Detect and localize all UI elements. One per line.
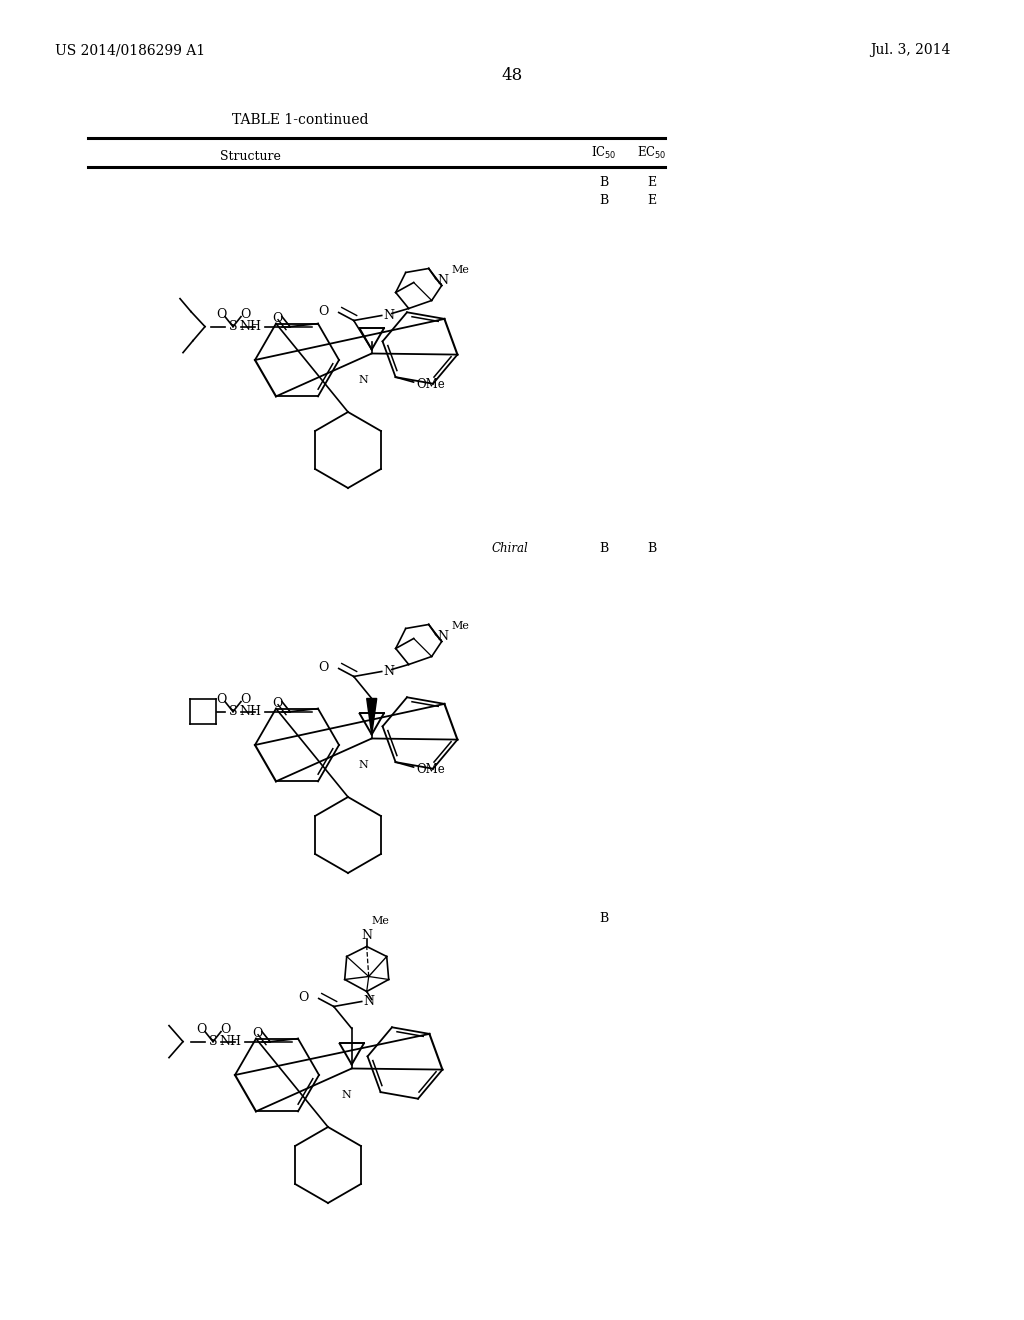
Text: N: N [384, 665, 394, 678]
Text: Structure: Structure [219, 150, 281, 164]
Text: 48: 48 [502, 66, 522, 83]
Text: TABLE 1-continued: TABLE 1-continued [231, 114, 369, 127]
Text: EC$_{50}$: EC$_{50}$ [637, 145, 667, 161]
Text: NH: NH [239, 321, 261, 333]
Text: NH: NH [239, 705, 261, 718]
Text: O: O [271, 312, 283, 325]
Text: Me: Me [452, 265, 470, 276]
Text: O: O [196, 1023, 206, 1036]
Text: US 2014/0186299 A1: US 2014/0186299 A1 [55, 44, 205, 57]
Text: O: O [240, 308, 250, 321]
Text: Me: Me [452, 622, 470, 631]
Text: Jul. 3, 2014: Jul. 3, 2014 [870, 44, 950, 57]
Text: IC$_{50}$: IC$_{50}$ [591, 145, 616, 161]
Text: O: O [318, 661, 329, 675]
Text: O: O [299, 991, 309, 1005]
Text: NH: NH [219, 1035, 241, 1048]
Text: O: O [271, 697, 283, 710]
Text: O: O [216, 693, 226, 706]
Text: B: B [599, 912, 608, 924]
Text: E: E [647, 176, 656, 189]
Text: N: N [437, 275, 449, 286]
Text: S: S [228, 321, 238, 333]
Text: O: O [318, 305, 329, 318]
Text: OMe: OMe [417, 763, 445, 776]
Text: N: N [341, 1090, 351, 1101]
Text: O: O [240, 693, 250, 706]
Text: O: O [220, 1023, 230, 1036]
Text: N: N [437, 630, 449, 643]
Text: B: B [647, 541, 656, 554]
Text: N: N [358, 760, 369, 771]
Text: B: B [599, 194, 608, 206]
Text: OMe: OMe [417, 378, 445, 391]
Polygon shape [367, 698, 377, 734]
Text: E: E [647, 194, 656, 206]
Text: N: N [358, 375, 369, 385]
Text: Me: Me [372, 916, 389, 927]
Text: B: B [599, 541, 608, 554]
Text: S: S [228, 705, 238, 718]
Text: N: N [384, 309, 394, 322]
Text: B: B [599, 176, 608, 189]
Text: N: N [361, 929, 372, 942]
Text: Chiral: Chiral [492, 541, 528, 554]
Text: O: O [216, 308, 226, 321]
Text: O: O [252, 1027, 262, 1040]
Text: S: S [209, 1035, 217, 1048]
Text: N: N [364, 995, 375, 1008]
